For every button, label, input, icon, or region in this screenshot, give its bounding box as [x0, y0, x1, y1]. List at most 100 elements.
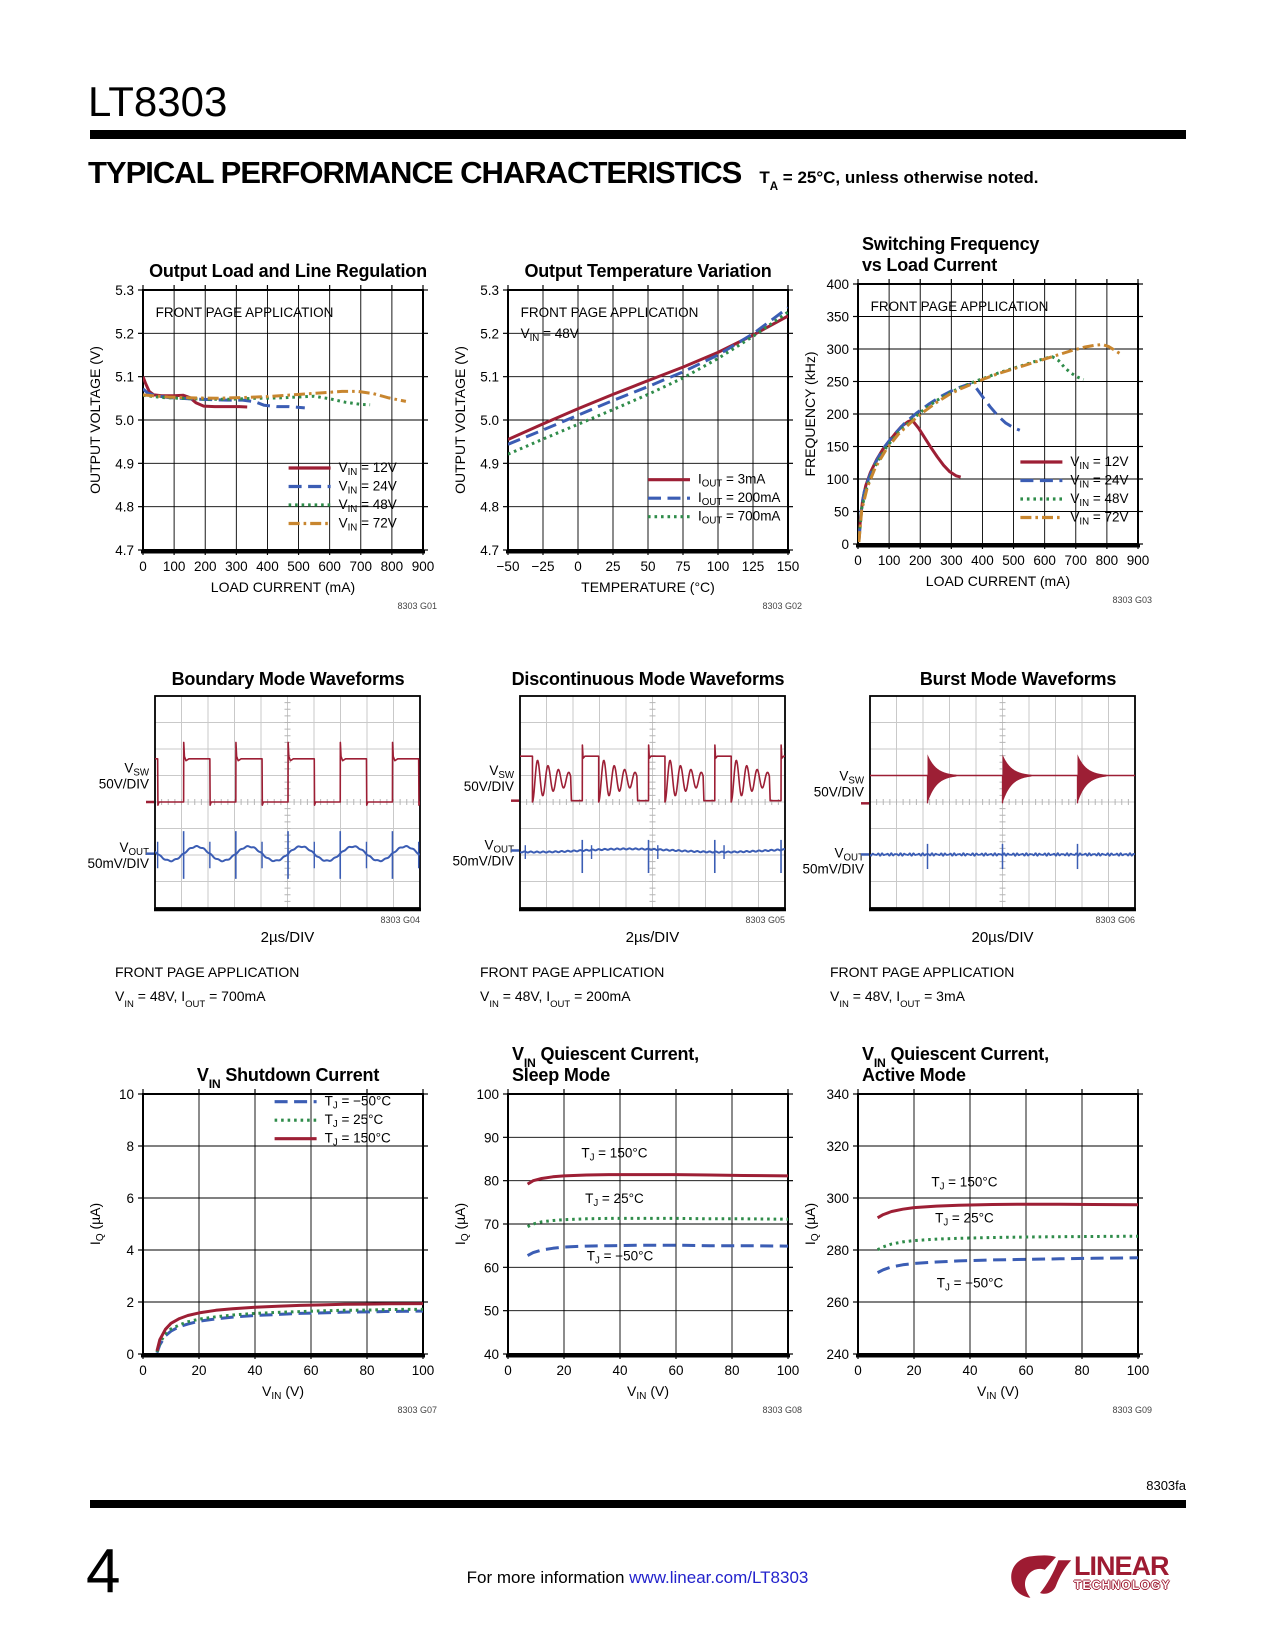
svg-text:60: 60	[668, 1363, 683, 1378]
svg-text:400: 400	[256, 559, 279, 574]
chart-canvas: 0 20 40 60 80 100 240 260 280 300 320 340 VIN (V) IQ …	[802, 1087, 1152, 1415]
chart-title-line: vs Load Current	[862, 255, 998, 275]
svg-text:400: 400	[826, 277, 849, 292]
svg-text:80: 80	[1074, 1363, 1089, 1378]
svg-text:100: 100	[1127, 1363, 1150, 1378]
svg-text:8303 G07: 8303 G07	[397, 1405, 437, 1415]
chart-boundary-mode-waveforms: Boundary Mode Waveforms VSW 50V/DIV VOUT 50…	[85, 660, 455, 1009]
chart-title-line: Discontinuous Mode Waveforms	[511, 669, 785, 689]
svg-text:2µs/DIV: 2µs/DIV	[261, 929, 315, 946]
svg-text:VIN = 72V: VIN = 72V	[1070, 510, 1128, 528]
linear-technology-logo: LINEAR TECHNOLOGY	[1008, 1548, 1190, 1606]
chart-title: VIN Quiescent Current, Active Mode	[800, 1036, 1200, 1086]
svg-text:50V/DIV: 50V/DIV	[99, 777, 149, 792]
chart-vin-quiescent-current-sleep-mode: VIN Quiescent Current, Sleep Mode 0 20 40 60…	[450, 1036, 810, 1416]
chart-title-line: Burst Mode Waveforms	[919, 669, 1117, 689]
svg-text:TJ = 150°C: TJ = 150°C	[325, 1131, 391, 1149]
svg-text:50: 50	[484, 1304, 499, 1319]
svg-text:260: 260	[826, 1295, 849, 1310]
svg-text:50mV/DIV: 50mV/DIV	[87, 856, 149, 871]
svg-text:8303 G03: 8303 G03	[1112, 595, 1152, 605]
svg-text:IOUT = 3mA: IOUT = 3mA	[698, 472, 765, 490]
svg-text:VSW: VSW	[839, 768, 864, 786]
chart-title: Switching Frequency vs Load Current	[800, 226, 1200, 276]
chart-canvas: −50 −25 0 25 50 75 100 125 150 4.7 4.8 4.9 5.0 5.1 5.2…	[452, 283, 802, 611]
chart-canvas: 0 20 40 60 80 100 40 50 60 70 80 90 100 VIN (V) IQ (µA…	[452, 1087, 802, 1415]
svg-text:TJ = 25°C: TJ = 25°C	[585, 1191, 644, 1209]
svg-text:0: 0	[574, 559, 582, 574]
svg-text:60: 60	[303, 1363, 318, 1378]
svg-text:5.0: 5.0	[115, 413, 134, 428]
svg-text:500: 500	[287, 559, 310, 574]
svg-text:VSW: VSW	[124, 761, 149, 779]
svg-text:8303 G05: 8303 G05	[745, 915, 785, 925]
svg-text:TJ = −50°C: TJ = −50°C	[937, 1276, 1004, 1294]
chart-title-line: Active Mode	[862, 1065, 966, 1085]
svg-text:VIN = 12V: VIN = 12V	[339, 460, 397, 478]
svg-text:TJ = 25°C: TJ = 25°C	[935, 1211, 994, 1229]
svg-text:300: 300	[225, 559, 248, 574]
scope-caption-line: VIN = 48V, IOUT = 200mA	[480, 988, 631, 1010]
footer-info: For more information www.linear.com/LT83…	[0, 1568, 1275, 1588]
svg-text:320: 320	[826, 1139, 849, 1154]
svg-text:240: 240	[826, 1347, 849, 1362]
svg-text:4.7: 4.7	[480, 543, 499, 558]
svg-text:8303 G09: 8303 G09	[1112, 1405, 1152, 1415]
svg-text:60: 60	[1018, 1363, 1033, 1378]
svg-text:200: 200	[826, 407, 849, 422]
svg-text:8303 G08: 8303 G08	[762, 1405, 802, 1415]
svg-text:90: 90	[484, 1130, 499, 1145]
svg-text:125: 125	[742, 559, 765, 574]
svg-text:VIN = 48V: VIN = 48V	[521, 326, 579, 344]
svg-text:VIN = 48V: VIN = 48V	[1070, 491, 1128, 509]
svg-text:500: 500	[1002, 553, 1025, 568]
svg-text:LOAD CURRENT (mA): LOAD CURRENT (mA)	[926, 573, 1070, 589]
svg-text:5.1: 5.1	[480, 370, 499, 385]
chart-output-load-line-regulation: Output Load and Line Regulation 0 100 200 3…	[85, 232, 455, 612]
svg-text:TJ = −50°C: TJ = −50°C	[325, 1094, 392, 1112]
svg-text:25: 25	[605, 559, 620, 574]
part-number: LT8303	[88, 78, 228, 125]
svg-text:600: 600	[318, 559, 341, 574]
svg-text:150: 150	[777, 559, 800, 574]
svg-text:5.2: 5.2	[115, 326, 134, 341]
logo-brand-top: LINEAR	[1074, 1551, 1169, 1581]
chart-vin-quiescent-current-active-mode: VIN Quiescent Current, Active Mode 0 20 40 6…	[800, 1036, 1200, 1416]
svg-text:50: 50	[640, 559, 655, 574]
svg-text:100: 100	[878, 553, 901, 568]
chart-title-line: Boundary Mode Waveforms	[171, 669, 405, 689]
svg-text:8303 G01: 8303 G01	[397, 601, 437, 611]
svg-text:LOAD CURRENT (mA): LOAD CURRENT (mA)	[211, 579, 355, 595]
scope-caption: FRONT PAGE APPLICATION VIN = 48V, IOUT = …	[480, 960, 810, 1010]
svg-text:−25: −25	[532, 559, 555, 574]
svg-text:5.2: 5.2	[480, 326, 499, 341]
svg-text:0: 0	[504, 1363, 512, 1378]
chart-vin-shutdown-current: VIN Shutdown Current 0 20 40 60 80 100 0 2 4 6 8 10…	[85, 1036, 455, 1416]
svg-text:VIN = 12V: VIN = 12V	[1070, 454, 1128, 472]
svg-text:TJ = 150°C: TJ = 150°C	[581, 1146, 647, 1164]
svg-text:IQ (µA): IQ (µA)	[452, 1203, 471, 1245]
footer-link[interactable]: www.linear.com/LT8303	[629, 1568, 809, 1587]
svg-text:75: 75	[675, 559, 690, 574]
svg-text:8303 G02: 8303 G02	[762, 601, 802, 611]
svg-text:0: 0	[139, 1363, 147, 1378]
svg-text:IQ (µA): IQ (µA)	[802, 1203, 821, 1245]
chart-canvas: 0 20 40 60 80 100 0 2 4 6 8 10 VIN (V) IQ (µA) TJ = −5…	[87, 1087, 437, 1415]
chart-title-line: Output Temperature Variation	[524, 261, 772, 281]
chart-title-line: VIN Quiescent Current,	[862, 1044, 1049, 1071]
chart-title-line: VIN Quiescent Current,	[512, 1044, 699, 1071]
svg-text:8303 G06: 8303 G06	[1095, 915, 1135, 925]
scope-caption: FRONT PAGE APPLICATION VIN = 48V, IOUT = …	[830, 960, 1200, 1009]
scope-caption-line: FRONT PAGE APPLICATION	[115, 964, 300, 980]
svg-text:VIN = 24V: VIN = 24V	[339, 479, 397, 497]
scope-caption: FRONT PAGE APPLICATION VIN = 48V, IOUT = …	[115, 960, 455, 1009]
svg-text:100: 100	[476, 1087, 499, 1102]
chart-title-line: Sleep Mode	[512, 1065, 611, 1085]
svg-text:TEMPERATURE (°C): TEMPERATURE (°C)	[581, 579, 715, 595]
svg-text:6: 6	[126, 1191, 134, 1206]
scope-caption-line: FRONT PAGE APPLICATION	[480, 964, 665, 980]
chart-title-line: VIN Shutdown Current	[196, 1065, 380, 1092]
